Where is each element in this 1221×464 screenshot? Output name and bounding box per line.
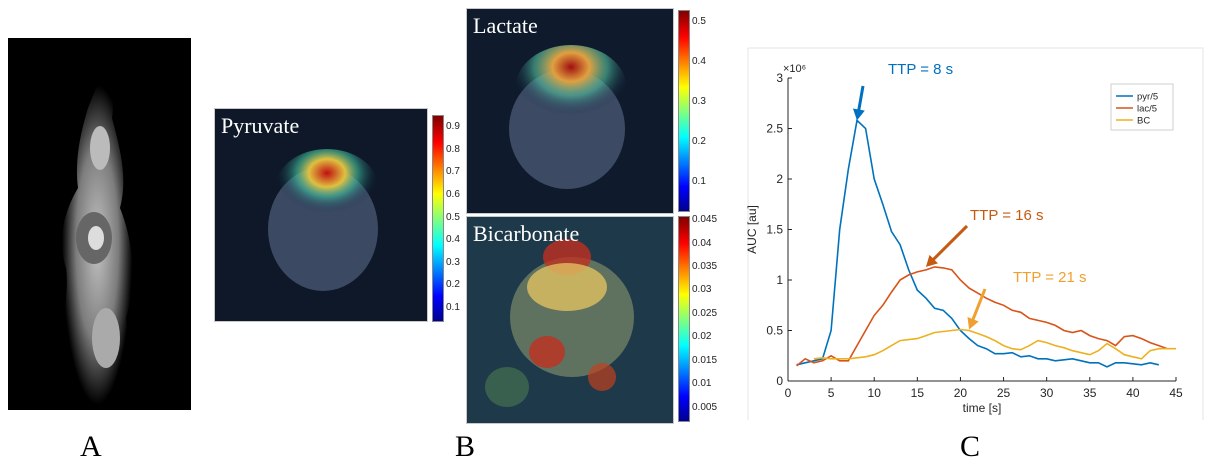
lactate-map-drawing [509,45,627,189]
panel-letter-b: B [455,430,476,463]
annotation-label: TTP = 21 s [1013,269,1087,286]
bicarbonate-map-drawing [485,239,634,407]
x-tick-label: 5 [828,386,835,400]
colorbar-tick-label: 0.015 [692,354,718,366]
colorbar-tick-label: 0.04 [692,237,712,249]
anatomical-image-drawing [61,84,133,405]
panel-letter-a: A [80,430,102,463]
colorbar-tick-label: 0.5 [692,16,706,27]
colorbar-tick-label: 0.2 [446,279,460,291]
annotation-label: TTP = 16 s [970,207,1044,224]
annotation-arrow-head [967,317,979,330]
colorbar-tick-label: 0.4 [692,56,706,67]
colorbar-tick-label: 0.9 [446,121,460,133]
series-line-pyr5 [796,118,1159,368]
colorbar-tick-label: 0.5 [446,211,460,223]
map-title-pyruvate: Pyruvate [221,113,300,138]
annotation-label: TTP = 8 s [888,61,953,78]
bicarbonate-map: Bicarbonate [466,216,674,424]
y-axis-label: AUC [au] [745,205,759,254]
legend-entry: BC [1137,116,1150,127]
colorbar-tick-label: 0.03 [692,284,712,296]
colorbar-tick-label: 0.005 [692,401,718,413]
colorbar-tick-label: 0.035 [692,261,718,272]
bicarbonate-colorbar [678,216,690,422]
x-axis-label: time [s] [963,401,1002,415]
x-tick-label: 25 [997,386,1011,400]
colorbar-tick-label: 0.7 [446,166,460,178]
annotation-arrow-shaft [856,85,865,114]
x-tick-label: 20 [954,386,968,400]
x-tick-label: 10 [868,386,882,400]
colorbar-tick-label: 0.02 [692,331,712,343]
chart-panel-border [747,47,1204,420]
lactate-colorbar [678,10,690,212]
colorbar-tick-label: 0.1 [446,301,460,313]
x-tick-label: 40 [1126,386,1140,400]
y-tick-label: 0 [776,374,783,388]
y-tick-label: 1 [776,273,783,287]
y-tick-label: 2 [776,172,783,186]
x-tick-label: 35 [1083,386,1097,400]
colorbar-tick-label: 0.2 [692,136,706,147]
pyruvate-map: Pyruvate [214,108,428,322]
annotation-arrow-head [925,254,938,267]
colorbar-tick-label: 0.3 [692,96,706,107]
map-title-bicarbonate: Bicarbonate [473,221,580,246]
x-tick-label: 45 [1169,386,1183,400]
panel-letter-c: C [960,430,981,463]
x-tick-label: 30 [1040,386,1054,400]
legend-box [1110,83,1174,131]
colorbar-tick-label: 0.1 [692,176,706,187]
series-line-lac5 [796,266,1168,367]
lactate-map: Lactate [466,8,674,214]
map-title-lactate: Lactate [473,13,538,38]
colorbar-tick-label: 0.4 [446,234,460,246]
y-tick-label: 2.5 [766,122,783,136]
colorbar-tick-label: 0.01 [692,378,712,390]
y-tick-label: 3 [776,71,783,85]
legend-entry: pyr/5 [1137,92,1158,103]
colorbar-tick-label: 0.025 [692,307,718,319]
legend-entry: lac/5 [1137,104,1157,115]
colorbar-tick-label: 0.6 [446,188,460,200]
colorbar-tick-label: 0.8 [446,143,460,155]
series-line-BC [813,328,1176,360]
annotation-arrow-shaft [929,224,969,263]
annotation-arrow-shaft [970,288,987,324]
x-tick-label: 15 [911,386,925,400]
x-tick-label: 0 [785,386,792,400]
pyruvate-colorbar [432,115,444,322]
y-axis-exponent: ×10⁶ [783,63,806,75]
pyruvate-map-drawing [268,149,379,291]
anatomical-image [8,38,191,410]
ttp-line-chart: 0 5 10 15 20 25 30 35 40 45 0 0.5 1 1.5 2 2.5 3 time [s] A… [745,47,1204,420]
y-tick-label: 1.5 [766,223,783,237]
colorbar-tick-label: 0.045 [692,214,718,226]
colorbar-tick-label: 0.3 [446,256,460,268]
y-tick-label: 0.5 [766,324,783,338]
annotation-arrow-head [852,108,865,121]
